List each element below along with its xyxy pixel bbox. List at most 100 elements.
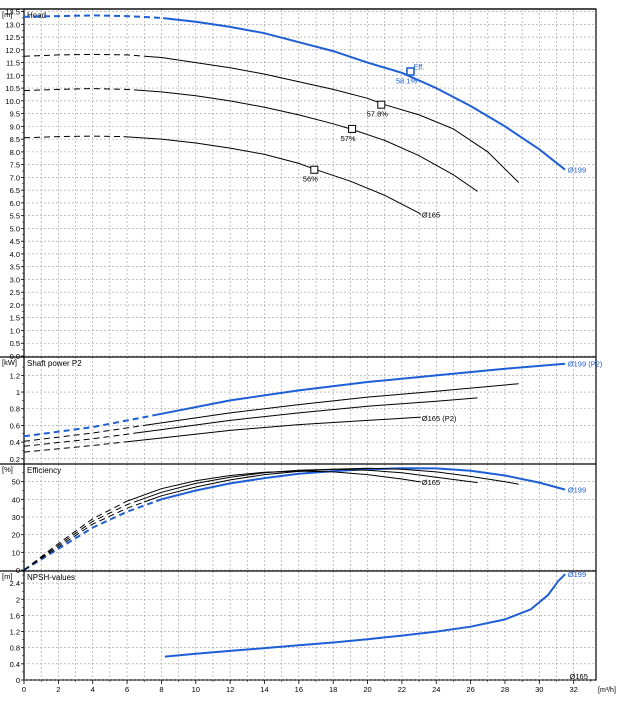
y-tick-label: 4.5 (10, 237, 20, 246)
efficiency-marker (310, 165, 319, 174)
y-tick-label: 0.8 (10, 405, 20, 414)
efficiency-marker (406, 67, 415, 76)
y-tick-label: 1.6 (10, 611, 20, 620)
y-tick-label: 4.0 (10, 250, 20, 259)
y-tick-label: 8.5 (10, 135, 20, 144)
x-tick-label: 30 (535, 685, 543, 694)
series-line-3 (133, 468, 478, 503)
y-tick-label: 13.0 (5, 20, 20, 29)
y-tick-label: 7.5 (10, 161, 20, 170)
y-tick-label: 2.4 (10, 579, 20, 588)
series-line-1 (155, 467, 566, 503)
curve-label: Ø199 (568, 166, 586, 175)
y-tick-label: 1.5 (10, 314, 20, 323)
y-tick-label: 6.0 (10, 199, 20, 208)
series-line-2 (144, 383, 519, 426)
x-tick-label: 2 (56, 685, 60, 694)
series-line-2 (149, 56, 520, 183)
y-tick-label: 10.0 (5, 97, 20, 106)
y-tick-label: 0.4 (10, 660, 20, 669)
x-tick-label: 32 (569, 685, 577, 694)
series-line-2 (144, 467, 519, 503)
y-tick-label: 1 (16, 388, 20, 397)
x-tick-label: 24 (432, 685, 440, 694)
y-tick-label: 10 (12, 548, 20, 557)
x-tick-label: 10 (192, 685, 200, 694)
y-tick-label: 9.5 (10, 110, 20, 119)
y-tick-label: 6.5 (10, 186, 20, 195)
y-tick-label: 11.5 (6, 59, 20, 68)
series-line-2-dashed (23, 424, 145, 442)
x-tick-label: 6 (125, 685, 129, 694)
y-tick-label: 2.0 (10, 301, 20, 310)
unit-label: [m] (2, 10, 12, 19)
efficiency-marker (377, 100, 386, 109)
y-tick-label: 20 (12, 531, 20, 540)
y-tick-label: 5.5 (10, 212, 20, 221)
y-tick-label: 8.0 (10, 148, 20, 157)
curve-label: Ø199 (568, 570, 586, 579)
x-tick-label: 28 (501, 685, 509, 694)
efficiency-label: 57.8% (367, 110, 389, 119)
y-tick-label: 0.2 (10, 455, 20, 464)
y-tick-label: 7.0 (10, 173, 20, 182)
y-tick-label: 12.0 (5, 46, 20, 55)
y-tick-label: 0.6 (10, 421, 20, 430)
panel-2: 0.2 0.4 0.6 0.8 1 1.2 [kW] Shaft power P2 Ø199 (… (0, 356, 603, 464)
y-tick-label: 0 (16, 676, 20, 685)
curve-label: Eff. (413, 62, 424, 71)
series-line-3 (137, 89, 478, 192)
series-line-2-dashed (23, 501, 145, 571)
efficiency-label: 58.1% (396, 77, 418, 86)
unit-label: [kW] (2, 358, 17, 367)
series-line-1-dashed (23, 14, 164, 20)
x-tick-label: 16 (295, 685, 303, 694)
y-tick-label: 40 (12, 495, 20, 504)
series-line-1-dashed (23, 413, 157, 438)
efficiency-marker (348, 124, 357, 133)
series-line-3-dashed (23, 501, 135, 571)
y-tick-label: 30 (12, 513, 20, 522)
series-line-3-dashed (23, 432, 134, 447)
series-line-2-dashed (23, 53, 150, 58)
panel-title: Efficiency (27, 466, 61, 475)
series-line-4 (123, 416, 421, 443)
panel-4: 0 0.4 0.8 1.2 1.6 2 2.4[m] NPSH-values Ø199 Ø165 0… (0, 570, 616, 694)
y-tick-label: 2 (16, 595, 20, 604)
series-line-1 (162, 17, 566, 171)
y-tick-label: 1.0 (10, 326, 20, 335)
y-tick-label: 50 (12, 478, 20, 487)
unit-label: [m] (2, 572, 12, 581)
y-tick-label: 13.5 (5, 8, 20, 17)
efficiency-label: 57% (341, 134, 356, 143)
y-tick-label: 5.0 (10, 224, 20, 233)
x-tick-label: 22 (398, 685, 406, 694)
series-line-4-dashed (23, 441, 124, 453)
x-tick-label: 26 (466, 685, 474, 694)
efficiency-label: 56% (303, 175, 318, 184)
y-tick-label: 9.0 (10, 122, 20, 131)
y-tick-label: 1.2 (10, 628, 20, 637)
y-tick-label: 12.5 (5, 33, 20, 42)
x-unit-label: [m³/h] (598, 687, 616, 694)
series-line-1 (156, 362, 566, 416)
panel-title: Shaft power P2 (27, 359, 82, 368)
x-tick-label: 18 (329, 685, 337, 694)
series-line-1-dashed (23, 500, 157, 571)
y-tick-label: 3.5 (10, 263, 20, 272)
series-line-3 (133, 397, 478, 434)
panel-1: 0.00.51.01.52.02.53.03.54.04.55.05.56.06… (0, 8, 596, 361)
series-line-4 (123, 470, 421, 504)
series-line-4-dashed (23, 135, 124, 139)
x-tick-label: 20 (363, 685, 371, 694)
curve-label: Ø165 (422, 478, 440, 487)
panel-title: NPSH-values (27, 573, 75, 582)
series-line-3-dashed (23, 88, 138, 92)
curve-label: Ø165 (570, 672, 588, 681)
curve-label: Ø165 (422, 210, 440, 219)
x-tick-label: 0 (22, 685, 26, 694)
x-tick-label: 4 (91, 685, 95, 694)
series-line-1 (164, 573, 566, 658)
